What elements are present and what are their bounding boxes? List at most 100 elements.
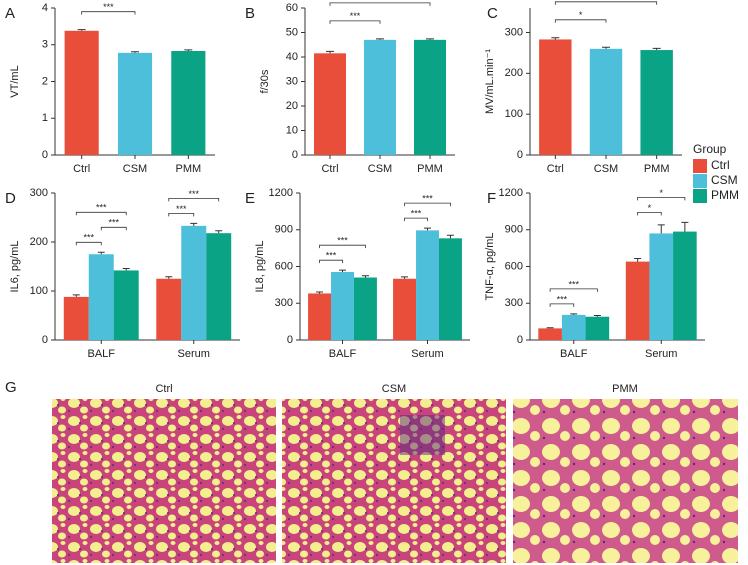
significance-label: *** <box>568 279 579 289</box>
y-axis-label: IL8, pg/mL <box>254 241 266 293</box>
bar <box>364 39 396 155</box>
significance-label: *** <box>103 2 114 12</box>
significance-bracket <box>554 19 607 23</box>
y-tick-label: 600 <box>275 260 293 272</box>
bar <box>438 238 462 340</box>
x-tick-label: CSM <box>123 163 147 175</box>
significance-bracket <box>637 197 686 201</box>
bar <box>640 50 673 155</box>
significance-bracket <box>100 226 127 231</box>
error-bar <box>190 222 198 226</box>
y-axis-label: MV/mL.min⁻¹ <box>484 49 496 114</box>
y-axis-label: f/30s <box>259 69 271 93</box>
error-bar <box>424 227 431 231</box>
significance-label: *** <box>176 204 187 214</box>
y-axis-label: VT/mL <box>9 65 21 97</box>
bar <box>314 53 346 156</box>
error-bar <box>361 275 369 278</box>
bar <box>539 39 572 155</box>
x-tick-label: CSM <box>368 163 392 175</box>
error-bar <box>77 29 86 31</box>
y-tick-label: 900 <box>505 224 523 236</box>
bar <box>585 316 610 340</box>
y-tick-label: 4 <box>42 2 48 14</box>
bar <box>649 233 674 340</box>
bar <box>561 314 586 340</box>
y-tick-label: 3 <box>42 39 48 51</box>
micrograph-label: PMM <box>612 383 638 395</box>
bar <box>331 272 354 340</box>
bar <box>416 230 439 340</box>
significance-bracket <box>168 212 195 217</box>
error-bar <box>681 221 689 232</box>
y-tick-label: 30 <box>286 75 298 87</box>
error-bar <box>131 51 139 53</box>
x-tick-label: Serum <box>411 348 443 360</box>
y-tick-label: 300 <box>275 297 293 309</box>
significance-bracket <box>549 288 598 292</box>
bar <box>117 52 153 155</box>
significance-bracket <box>81 11 136 15</box>
y-tick-label: 200 <box>505 67 523 79</box>
y-tick-label: 0 <box>42 149 48 161</box>
x-tick-label: Serum <box>645 348 677 360</box>
significance-label: * <box>648 203 652 213</box>
y-tick-label: 1200 <box>499 187 523 199</box>
legend-swatch <box>693 189 707 203</box>
bar <box>113 270 139 340</box>
x-tick-label: PMM <box>644 163 670 175</box>
significance-label: *** <box>84 233 95 243</box>
significance-label: *** <box>350 11 361 21</box>
panel-letter: D <box>5 190 16 207</box>
error-bar <box>426 38 434 40</box>
y-tick-label: 100 <box>505 108 523 120</box>
y-tick-label: 0 <box>42 334 48 346</box>
y-tick-label: 600 <box>505 260 523 272</box>
error-bar <box>401 276 409 279</box>
panel-letter: A <box>5 5 15 22</box>
y-tick-label: 900 <box>275 224 293 236</box>
micrograph-label: Ctrl <box>155 383 172 395</box>
error-bar <box>316 291 324 294</box>
x-tick-label: Ctrl <box>73 163 90 175</box>
significance-label: *** <box>375 0 386 3</box>
y-tick-label: 40 <box>286 51 298 63</box>
error-bar <box>376 38 384 40</box>
error-bar <box>72 294 80 297</box>
legend-swatch <box>693 159 707 173</box>
significance-label: * <box>604 0 608 2</box>
significance-bracket <box>549 303 575 307</box>
error-bar <box>97 251 105 255</box>
legend-label: Ctrl <box>711 158 730 172</box>
y-tick-label: 20 <box>286 100 298 112</box>
significance-bracket <box>329 20 381 24</box>
bar <box>171 50 206 156</box>
significance-label: * <box>579 10 583 20</box>
bar <box>308 293 332 340</box>
bar <box>414 39 446 155</box>
significance-bracket <box>404 217 428 222</box>
significance-bracket <box>404 202 451 207</box>
panel-letter: C <box>487 5 498 22</box>
bar <box>673 231 697 340</box>
micrograph <box>513 399 738 563</box>
y-tick-label: 10 <box>286 124 298 136</box>
y-axis-label: TNF-α, pg/mL <box>484 232 496 300</box>
y-tick-label: 60 <box>286 2 298 14</box>
significance-label: *** <box>557 294 568 304</box>
micrograph <box>282 399 506 563</box>
error-bar <box>339 269 346 273</box>
x-tick-label: BALF <box>87 348 115 360</box>
significance-bracket <box>319 259 343 264</box>
x-tick-label: CSM <box>594 163 618 175</box>
significance-label: *** <box>96 203 107 213</box>
legend-label: PMM <box>711 188 739 202</box>
micrograph <box>52 399 276 563</box>
bar <box>625 261 650 340</box>
error-bar <box>593 315 601 317</box>
y-tick-label: 0 <box>517 149 523 161</box>
legend-label: CSM <box>711 173 738 187</box>
bar <box>393 278 417 340</box>
significance-label: *** <box>108 218 119 228</box>
